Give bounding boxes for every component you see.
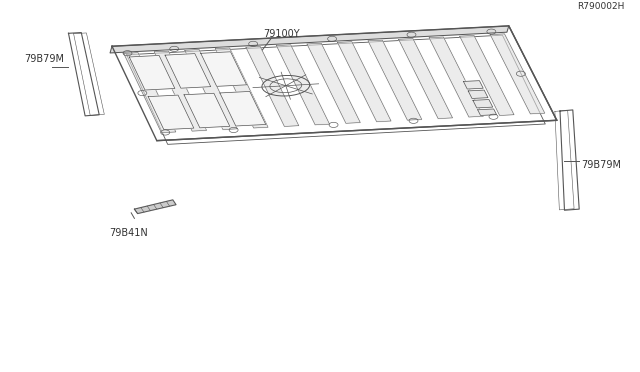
Polygon shape bbox=[201, 52, 246, 86]
Text: 79B79M: 79B79M bbox=[581, 160, 621, 170]
Polygon shape bbox=[468, 90, 488, 99]
Polygon shape bbox=[129, 55, 175, 90]
Polygon shape bbox=[276, 45, 330, 125]
Polygon shape bbox=[460, 35, 514, 115]
Polygon shape bbox=[110, 26, 509, 53]
Polygon shape bbox=[112, 26, 557, 141]
Polygon shape bbox=[246, 46, 299, 126]
Polygon shape bbox=[184, 93, 230, 128]
Text: R790002H: R790002H bbox=[577, 2, 624, 11]
Polygon shape bbox=[307, 43, 360, 123]
Polygon shape bbox=[185, 49, 237, 129]
Text: 79B79M: 79B79M bbox=[24, 54, 64, 64]
Polygon shape bbox=[134, 200, 176, 214]
Polygon shape bbox=[165, 54, 211, 88]
Polygon shape bbox=[337, 42, 391, 122]
Polygon shape bbox=[124, 53, 176, 133]
Polygon shape bbox=[368, 40, 422, 120]
Polygon shape bbox=[429, 37, 483, 117]
Polygon shape bbox=[560, 110, 579, 210]
Polygon shape bbox=[220, 92, 266, 126]
Polygon shape bbox=[215, 48, 268, 128]
Polygon shape bbox=[490, 34, 545, 114]
Polygon shape bbox=[463, 81, 483, 89]
Polygon shape bbox=[477, 109, 497, 115]
Polygon shape bbox=[473, 100, 493, 108]
Polygon shape bbox=[148, 95, 194, 130]
Polygon shape bbox=[154, 51, 207, 131]
Text: 79100Y: 79100Y bbox=[264, 29, 300, 39]
Polygon shape bbox=[399, 39, 452, 119]
Text: 79B41N: 79B41N bbox=[109, 228, 148, 238]
Polygon shape bbox=[68, 33, 99, 116]
